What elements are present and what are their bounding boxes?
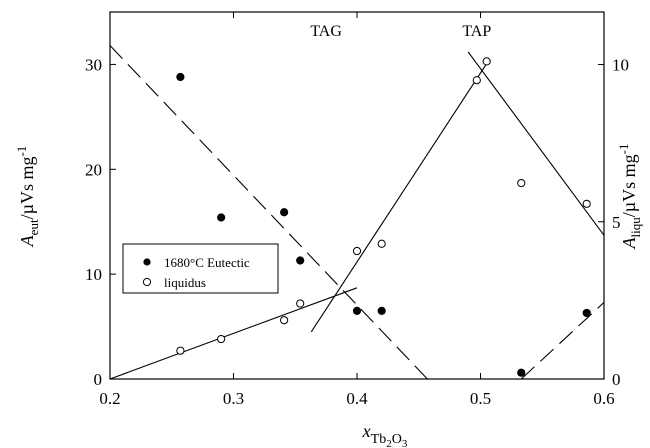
liquidus-point-8 — [517, 178, 526, 188]
eutectic-point-4 — [352, 306, 362, 315]
liquidus-point-2 — [280, 316, 289, 325]
y-right-tick-label: 0 — [612, 370, 621, 389]
liquidus-point-3 — [296, 299, 305, 308]
y-left-tick-label: 30 — [85, 55, 102, 74]
fit-line-1 — [520, 302, 605, 380]
legend-marker-liquidus — [142, 277, 152, 287]
x-axis-label: xTb2O3 — [362, 421, 408, 448]
fit-line-2 — [109, 287, 358, 380]
liquidus-point-7 — [482, 57, 491, 66]
eutectic-point-3 — [296, 256, 305, 265]
x-tick-label: 0.4 — [346, 389, 368, 408]
liquidus-point-0 — [176, 346, 185, 355]
y-right-axis-label: Aliqu/µVs mg-1 — [616, 144, 643, 250]
x-tick-label: 0.6 — [593, 389, 614, 408]
y-left-tick-label: 20 — [85, 160, 102, 179]
y-right-tick-label: 10 — [612, 56, 629, 75]
y-left-axis-label: Aeut/µVs mg-1 — [14, 146, 41, 248]
x-tick-label: 0.2 — [99, 389, 120, 408]
liquidus-point-9 — [582, 199, 591, 208]
eutectic-point-1 — [217, 213, 226, 222]
liquidus-point-6 — [472, 76, 481, 85]
y-left-tick-label: 0 — [94, 370, 103, 389]
annotation-tap: TAP — [462, 23, 491, 40]
legend-label-liquidus: liquidus — [164, 275, 206, 290]
legend-marker-eutectic — [143, 258, 151, 266]
legend: 1680°C Eutectic liquidus — [122, 243, 279, 294]
x-tick-label: 0.3 — [223, 389, 244, 408]
plot-frame — [109, 11, 605, 380]
liquidus-point-5 — [377, 239, 386, 248]
legend-label-eutectic: 1680°C Eutectic — [164, 255, 250, 270]
eutectic-point-7 — [582, 308, 591, 318]
data-points — [176, 57, 591, 377]
eutectic-point-0 — [176, 72, 185, 82]
annotation-tag: TAG — [310, 23, 342, 40]
liquidus-point-4 — [352, 246, 362, 256]
y-left-tick-label: 10 — [85, 265, 102, 284]
fit-lines — [109, 45, 605, 380]
x-tick-label: 0.5 — [470, 389, 491, 408]
eutectic-point-2 — [280, 208, 289, 217]
eutectic-point-5 — [377, 306, 386, 315]
eutectic-point-6 — [517, 368, 526, 377]
liquidus-point-1 — [217, 334, 226, 344]
y-right-tick-label: 5 — [612, 213, 621, 232]
fit-line-0 — [109, 45, 428, 380]
fit-line-4 — [467, 51, 605, 236]
fit-line-3 — [310, 63, 488, 333]
